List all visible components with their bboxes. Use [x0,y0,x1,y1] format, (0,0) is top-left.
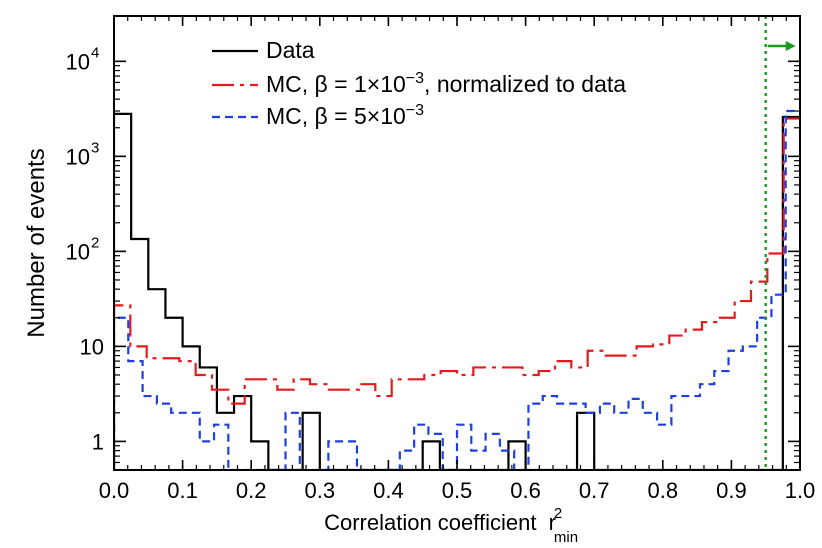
y-tick-label: 10 [66,49,90,74]
legend: Data MC, β = 1×10−3, normalized to data MC… [212,37,626,129]
series-line-2 [114,109,800,470]
x-tick-label: 0.7 [579,478,610,503]
y-tick-label-exp: 2 [91,234,99,251]
x-tick-label: 0.3 [305,478,336,503]
y-tick-label-exp: 4 [91,44,99,61]
series-layer [114,109,800,470]
legend-label-0: Data [266,37,315,63]
y-tick-label-exp: 3 [91,139,99,156]
x-tick-label: 0.4 [373,478,404,503]
series-line-1 [114,117,800,470]
x-axis-title-sup: 2 [554,505,562,522]
y-tick-label: 10 [66,144,90,169]
x-tick-label: 1.0 [785,478,816,503]
x-tick-label: 0.8 [648,478,679,503]
x-tick-label: 0.2 [236,478,267,503]
y-tick-label: 1 [92,429,104,454]
x-tick-label: 0.6 [510,478,541,503]
legend-label-2: MC, β = 5×10−3 [266,102,424,129]
y-tick-label: 10 [66,239,90,264]
cut-layer [764,16,796,470]
x-tick-label: 0.5 [442,478,473,503]
x-tick-label: 0.9 [716,478,747,503]
x-axis-title: Correlation coefficient r [324,510,556,535]
x-axis-title-symbol: r [549,510,556,535]
x-tick-label: 0.0 [99,478,130,503]
y-axis-title: Number of events [23,148,50,337]
cut-arrow-icon [785,41,796,51]
x-axis-title-text: Correlation coefficient [324,510,536,535]
y-tick-label: 10 [80,334,104,359]
x-tick-label: 0.1 [167,478,198,503]
legend-label-1: MC, β = 1×10−3, normalized to data [266,70,626,97]
x-axis-title-sub: min [554,529,578,546]
series-line-0 [114,112,800,470]
